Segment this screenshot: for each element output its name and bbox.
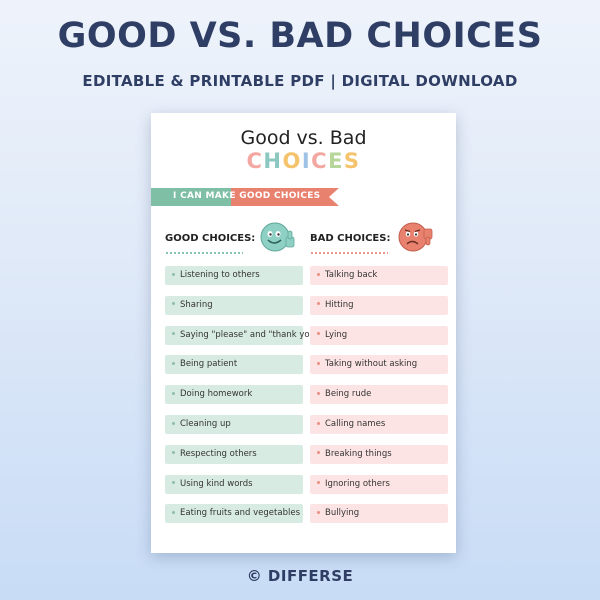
bullet-icon	[172, 451, 175, 455]
bullet-icon	[317, 510, 320, 514]
bullet-icon	[172, 510, 175, 514]
bad-choice-item: Ignoring others	[310, 474, 448, 494]
good-choices-heading: GOOD CHOICES:	[165, 233, 256, 244]
good-choice-item-label: Being patient	[180, 359, 238, 370]
good-choice-item: Listening to others	[165, 266, 303, 285]
bullet-icon	[172, 391, 175, 395]
choices-word: CHOICES	[151, 149, 456, 173]
bad-choice-item-label: Being rude	[325, 389, 372, 400]
bad-choice-item: Talking back	[310, 266, 448, 285]
good-choice-item: Doing homework	[165, 385, 303, 405]
choices-letter: C	[246, 149, 264, 173]
smiley-thumbs-up-icon	[259, 221, 297, 257]
bullet-icon	[172, 481, 175, 485]
bullet-icon	[317, 451, 320, 455]
good-choice-item: Cleaning up	[165, 415, 303, 434]
bullet-icon	[172, 272, 175, 276]
banner-text: I CAN MAKE GOOD CHOICES	[173, 191, 321, 201]
banner: I CAN MAKE GOOD CHOICES	[151, 188, 339, 206]
bad-choice-item-label: Ignoring others	[325, 478, 390, 489]
bad-choice-item: Being rude	[310, 385, 448, 405]
page-subheadline: EDITABLE & PRINTABLE PDF | DIGITAL DOWNL…	[82, 72, 518, 90]
sad-thumbs-down-icon	[397, 221, 435, 257]
bad-choice-item: Calling names	[310, 415, 448, 434]
choices-letter: E	[328, 149, 344, 173]
good-choice-item-label: Listening to others	[180, 270, 260, 280]
worksheet-title: Good vs. Bad	[240, 127, 367, 149]
bad-choice-item-label: Calling names	[325, 419, 386, 429]
good-choice-item-label: Cleaning up	[180, 419, 231, 429]
good-choice-item-label: Eating fruits and vegetables	[180, 508, 300, 519]
bad-choice-item-label: Hitting	[325, 299, 354, 310]
copyright-footer: © DIFFERSE	[246, 567, 354, 585]
bad-choice-item: Breaking things	[310, 444, 448, 464]
bullet-icon	[172, 421, 175, 425]
choices-letter: I	[301, 149, 312, 173]
bad-choices-heading: BAD CHOICES:	[310, 233, 391, 244]
worksheet: Good vs. Bad CHOICES I CAN MAKE GOOD CHO…	[151, 113, 456, 553]
good-choice-item-label: Doing homework	[180, 389, 253, 400]
bullet-icon	[317, 361, 320, 365]
choices-letter: S	[343, 149, 361, 173]
bullet-icon	[172, 361, 175, 365]
bad-dotted-divider	[310, 252, 388, 254]
good-choice-item: Respecting others	[165, 444, 303, 464]
bad-choice-item: Hitting	[310, 295, 448, 315]
bullet-icon	[317, 332, 320, 336]
bad-choice-item: Taking without asking	[310, 355, 448, 375]
good-choice-item: Being patient	[165, 355, 303, 375]
good-choice-item-label: Respecting others	[180, 448, 257, 459]
good-choice-item: Sharing	[165, 295, 303, 315]
bullet-icon	[317, 302, 320, 306]
good-choice-item: Using kind words	[165, 474, 303, 494]
good-choice-item-label: Sharing	[180, 299, 213, 310]
choices-letter: H	[263, 149, 283, 173]
good-choice-item: Eating fruits and vegetables	[165, 504, 303, 524]
bullet-icon	[317, 391, 320, 395]
bullet-icon	[317, 272, 320, 276]
good-choice-item-label: Saying "please" and "thank you"	[180, 329, 319, 340]
bad-choice-item-label: Taking without asking	[325, 359, 418, 370]
bullet-icon	[317, 421, 320, 425]
bad-choice-item-label: Lying	[325, 329, 348, 340]
bad-choice-item-label: Talking back	[325, 270, 378, 280]
good-choice-item-label: Using kind words	[180, 478, 253, 489]
bad-choice-item-label: Breaking things	[325, 448, 392, 459]
good-dotted-divider	[165, 252, 243, 254]
banner-shape-icon	[151, 188, 339, 206]
choices-letter: C	[311, 149, 329, 173]
page-headline: GOOD VS. BAD CHOICES	[57, 16, 543, 56]
choices-letter: O	[282, 149, 302, 173]
bullet-icon	[317, 481, 320, 485]
good-choice-item: Saying "please" and "thank you"	[165, 325, 319, 345]
bad-choice-item: Bullying	[310, 504, 448, 524]
bad-choice-item-label: Bullying	[325, 508, 360, 519]
bullet-icon	[172, 302, 175, 306]
bad-choice-item: Lying	[310, 325, 448, 345]
bullet-icon	[172, 332, 175, 336]
